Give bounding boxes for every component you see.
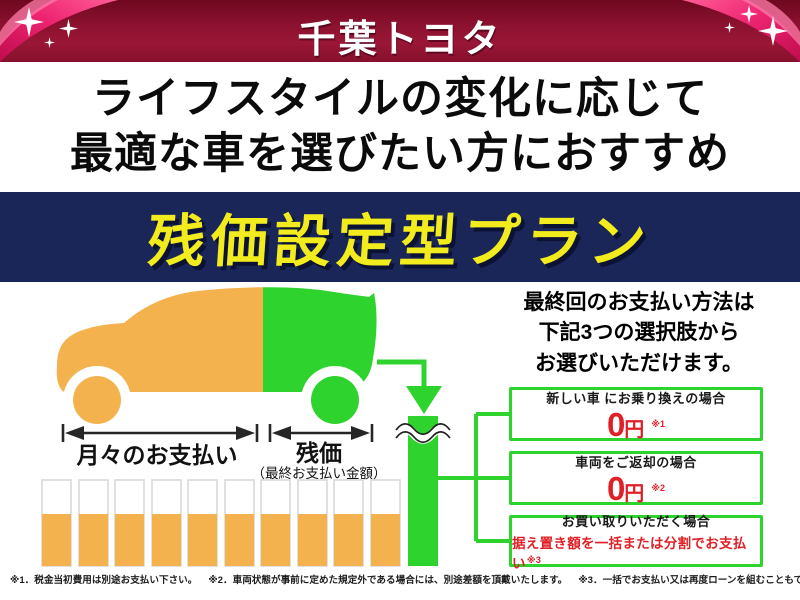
residual-bar-group: [377, 359, 454, 566]
brand-header: 千葉トヨタ: [0, 0, 800, 62]
option-price: 0円 ※2: [606, 469, 666, 507]
sparkle-icon: [724, 22, 735, 33]
option-price: 0円 ※1: [606, 405, 666, 443]
elbow-line: [377, 359, 427, 386]
option-box-buyout: お買い取りいただく場合 据え置き額を一括または分割でお支払い※3: [509, 514, 763, 571]
break-mark: [392, 423, 454, 444]
intro-line-3: お選びいただけます。: [535, 351, 743, 375]
footnote-3: ※3．一括でお支払い又は再度ローンを組むこともできます。: [578, 575, 800, 586]
intro-line-1: 最終回のお支払い方法は: [523, 291, 755, 314]
option-condition: お買い取りいただく場合: [561, 513, 711, 529]
residual-label: 残価: [296, 440, 342, 466]
intro-line-2: 下記3つの選択肢から: [538, 321, 740, 345]
catch-line-1: ライフスタイルの変化に応じて: [92, 74, 708, 123]
ribbon-decoration-right: [682, 0, 800, 62]
final-payment-intro: 最終回のお支払い方法は 下記3つの選択肢から お選びいただけます。: [497, 288, 781, 379]
footnote-ref: ※3: [526, 554, 542, 565]
option-condition: 新しい車 にお乗り換えの場合: [546, 390, 726, 406]
front-wheel: [73, 376, 121, 424]
car-illustration: [56, 287, 377, 434]
footnote-ref: ※2: [651, 482, 666, 493]
footnote-ref: ※1: [651, 418, 666, 429]
option-condition: 車両をご返却の場合: [575, 454, 697, 470]
residual-sublabel: （最終お支払い金額）: [252, 466, 387, 481]
plan-banner: 残価設定型プラン: [0, 192, 800, 282]
dimension-arrows: [61, 424, 374, 442]
monthly-payment-label: 月々のお支払い: [76, 442, 238, 468]
option-connectors: [438, 412, 510, 543]
option-box-trade-in: 新しい車 にお乗り換えの場合 0円 ※1: [509, 387, 763, 441]
rear-wheel: [311, 376, 359, 424]
option-box-return: 車両をご返却の場合 0円 ※2: [509, 451, 763, 505]
payment-diagram: 月々のお支払い 残価 （最終お支払い金額）: [41, 287, 510, 567]
plan-diagram-section: 月々のお支払い 残価 （最終お支払い金額）: [0, 282, 800, 600]
footnote-2: ※2．車両状態が事前に定めた規定外である場合には、別途差額を頂戴いたします。: [208, 575, 568, 586]
catch-copy: ライフスタイルの変化に応じて 最適な車を選びたい方におすすめ: [0, 62, 800, 192]
sparkle-icon: [44, 37, 55, 48]
brand-logo: 千葉トヨタ: [297, 19, 503, 61]
footnotes: ※1．税金当初費用は別途お支払い下さい。 ※2．車両状態が事前に定めた規定外である…: [10, 572, 800, 586]
monthly-bars: [41, 479, 401, 567]
plan-title: 残価設定型プラン: [145, 210, 654, 274]
option-detail: 据え置き額を一括または分割でお支払い※3: [512, 535, 747, 571]
down-arrow-icon: [406, 386, 442, 414]
catch-line-2: 最適な車を選びたい方におすすめ: [70, 130, 730, 178]
footnote-1: ※1．税金当初費用は別途お支払い下さい。: [10, 575, 198, 586]
